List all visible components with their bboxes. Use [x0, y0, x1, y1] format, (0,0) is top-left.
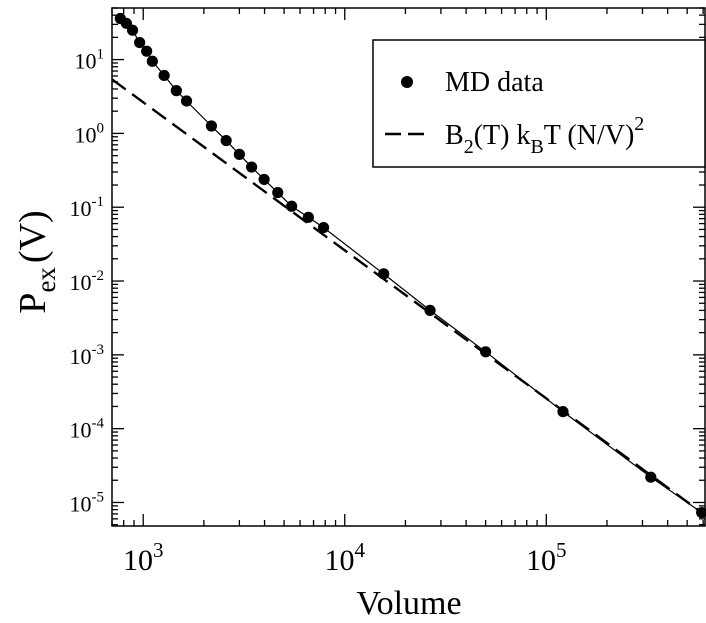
- y-tick-label: 10-1: [70, 194, 105, 221]
- y-tick-label: 10-5: [70, 489, 105, 516]
- md-data-point: [158, 69, 170, 82]
- y-tick-label-base: 10: [75, 122, 97, 147]
- y-axis-title-subscript: ex: [31, 267, 61, 293]
- md-data-point: [246, 161, 258, 173]
- legend-box: [372, 39, 706, 168]
- virial-dashed-line: [112, 78, 706, 517]
- md-data-point: [233, 148, 245, 160]
- y-tick-label: 10-3: [70, 342, 105, 369]
- legend-label-virial-part: B: [445, 120, 464, 151]
- legend-label-virial-part: T (N/V): [544, 120, 634, 151]
- plot-area: [112, 12, 706, 519]
- plot-frame: [111, 7, 706, 527]
- md-data-point: [146, 55, 158, 67]
- x-tick-label: 104: [325, 538, 366, 577]
- md-data-point: [220, 134, 232, 147]
- md-data-point: [134, 36, 146, 49]
- legend-label-md-data: MD data: [445, 67, 544, 98]
- y-tick-label-base: 10: [70, 270, 92, 295]
- x-tick-label-exponent: 4: [355, 538, 366, 562]
- y-axis-title-rest: (V): [12, 210, 54, 263]
- y-tick-label-base: 10: [75, 49, 97, 74]
- y-tick-label: 10-4: [70, 416, 105, 443]
- legend-label-virial: B2(T) kBT (N/V)2: [445, 113, 644, 158]
- y-tick-label-base: 10: [70, 196, 92, 221]
- md-data-point: [424, 304, 436, 317]
- y-tick-label: 101: [75, 47, 105, 74]
- y-tick-label: 10-2: [70, 268, 105, 295]
- y-tick-label-base: 10: [70, 418, 92, 443]
- y-tick-label-base: 10: [70, 491, 92, 516]
- legend-label-virial-part: (T) k: [474, 120, 531, 151]
- x-tick-label-base: 10: [325, 544, 355, 577]
- x-tick-label-base: 10: [526, 544, 556, 577]
- md-data-point: [170, 85, 182, 97]
- y-tick-label-exponent: -1: [92, 194, 105, 210]
- x-tick-label: 103: [123, 538, 164, 577]
- x-tick-label-exponent: 5: [556, 538, 567, 562]
- y-tick-label-exponent: 1: [97, 47, 105, 63]
- x-tick-label: 105: [526, 538, 567, 577]
- legend-label-virial-part: 2: [634, 113, 644, 135]
- md-data-point: [141, 45, 153, 57]
- x-tick-label-exponent: 3: [153, 538, 164, 562]
- y-tick-label-exponent: -2: [92, 268, 105, 284]
- legend-label-virial-part: B: [530, 136, 543, 158]
- md-data-point: [286, 200, 298, 212]
- y-tick-label-exponent: 0: [97, 120, 105, 136]
- md-data-point: [205, 120, 218, 132]
- legend-marker-md-data: [401, 76, 413, 88]
- md-data-point: [317, 221, 330, 234]
- y-tick-label: 100: [75, 120, 105, 147]
- md-data-point: [180, 95, 193, 107]
- y-tick-label-exponent: -5: [92, 489, 105, 505]
- legend-label-virial-part: 2: [464, 136, 474, 158]
- y-tick-label-base: 10: [70, 344, 92, 369]
- y-axis-title-base: P: [12, 293, 54, 314]
- x-tick-label-base: 10: [123, 544, 153, 577]
- y-tick-label-exponent: -3: [92, 342, 105, 358]
- md-data-point: [272, 186, 284, 199]
- y-axis-title: Pex (V): [12, 210, 61, 313]
- y-tick-label-exponent: -4: [92, 416, 105, 432]
- md-data-point: [126, 24, 139, 36]
- md-data-point: [258, 173, 270, 186]
- x-axis-title: Volume: [356, 585, 461, 622]
